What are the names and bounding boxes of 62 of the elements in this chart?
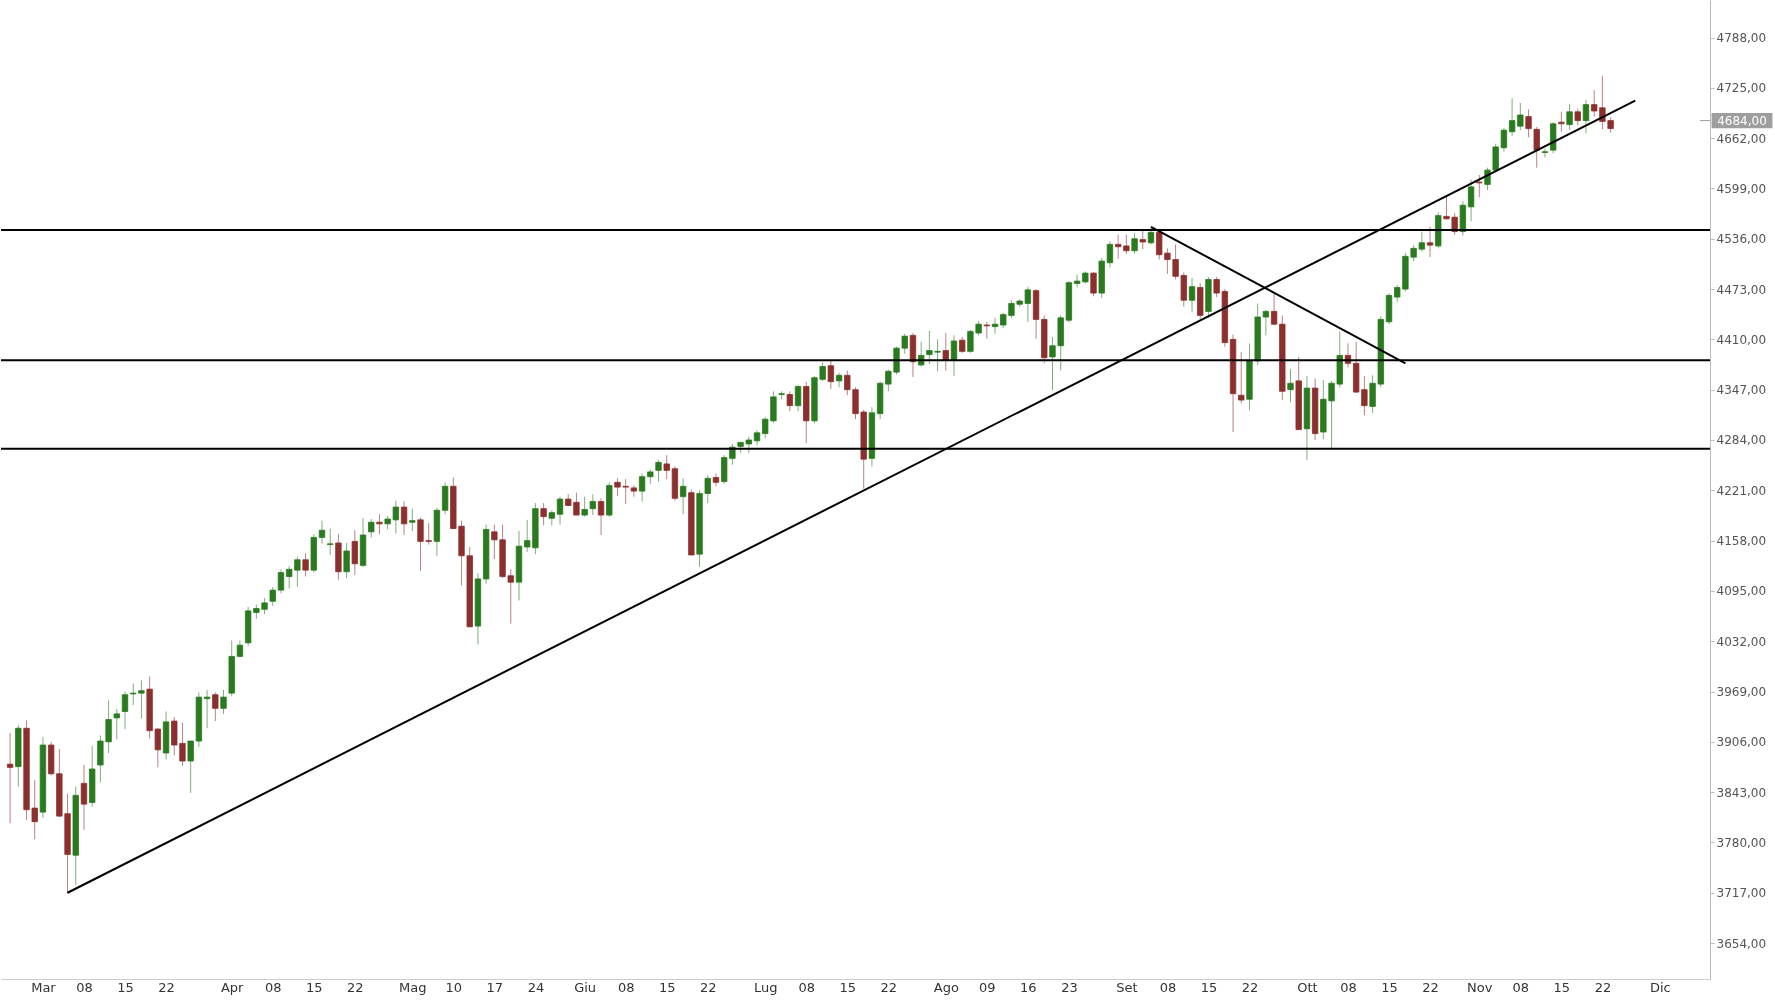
x-tick-label: 22 (158, 979, 175, 995)
x-tick-label: 08 (798, 979, 816, 995)
y-tick-label: 3843,00 (1716, 785, 1767, 800)
x-tick-label: Mar (31, 979, 57, 995)
x-tick-label: 16 (1020, 979, 1037, 995)
x-tick-label: 22 (1594, 979, 1612, 995)
x-tick-label: 15 (1200, 979, 1218, 995)
x-tick-label: Nov (1467, 979, 1493, 995)
x-tick-label: 08 (1512, 979, 1530, 995)
x-tick-label: 22 (1422, 979, 1439, 995)
y-tick-label: 3654,00 (1716, 936, 1767, 951)
x-tick-label: 15 (1381, 979, 1398, 995)
y-tick-label: 4158,00 (1716, 534, 1767, 549)
x-tick-label: Dic (1649, 979, 1671, 995)
x-tick-label: Lug (753, 979, 778, 995)
x-tick-label: 22 (880, 979, 898, 995)
x-tick-label: 23 (1061, 979, 1078, 995)
y-tick-label: 4032,00 (1716, 634, 1767, 649)
x-tick-label: 15 (117, 979, 134, 995)
x-tick-label: 17 (486, 979, 504, 995)
y-tick-label: 3969,00 (1716, 685, 1767, 700)
x-tick-label: 15 (839, 979, 857, 995)
y-tick-label: 3780,00 (1716, 835, 1767, 850)
x-tick-label: 15 (658, 979, 676, 995)
candlestick (712, 473, 720, 487)
y-tick-label: 3717,00 (1716, 886, 1767, 901)
x-tick-label: 15 (306, 979, 323, 995)
x-tick-label: 22 (1241, 979, 1259, 995)
x-tick-label: 15 (1553, 979, 1571, 995)
y-tick-label: 4221,00 (1716, 483, 1767, 498)
y-tick-label: 4599,00 (1716, 181, 1767, 196)
x-tick-label: Apr (220, 979, 245, 995)
candlestick (991, 317, 999, 335)
y-tick-label: 4725,00 (1716, 81, 1767, 96)
y-tick-label: 4410,00 (1716, 332, 1767, 347)
x-tick-label: 08 (617, 979, 635, 995)
x-tick-label: 22 (347, 979, 364, 995)
x-tick-label: 08 (264, 979, 282, 995)
x-tick-label: 10 (445, 979, 463, 995)
y-tick-label: 4788,00 (1716, 31, 1767, 46)
candlestick (753, 429, 761, 447)
x-tick-label: 08 (1340, 979, 1357, 995)
x-tick-label: 22 (699, 979, 717, 995)
x-tick-label: Set (1116, 979, 1138, 995)
x-tick-label: 08 (1159, 979, 1177, 995)
x-tick-label: 09 (979, 979, 996, 995)
text: 4684,00 (1717, 113, 1767, 128)
x-tick-label: 08 (76, 979, 93, 995)
x-tick-label: Ago (933, 979, 959, 995)
x-tick-label: Mag (399, 979, 427, 995)
x-tick-label: Giu (574, 979, 597, 995)
x-tick-label: 24 (527, 979, 545, 995)
y-tick-label: 4347,00 (1716, 383, 1767, 398)
y-tick-label: 3906,00 (1716, 735, 1767, 750)
y-tick-label: 4095,00 (1716, 584, 1767, 599)
candlestick (835, 372, 843, 388)
y-tick-label: 4473,00 (1716, 282, 1767, 297)
y-tick-label: 4284,00 (1716, 433, 1767, 448)
y-tick-label: 4536,00 (1716, 232, 1767, 247)
candlestick (1541, 148, 1549, 158)
x-tick-label: Ott (1297, 979, 1318, 995)
y-tick-label: 4662,00 (1716, 131, 1767, 146)
